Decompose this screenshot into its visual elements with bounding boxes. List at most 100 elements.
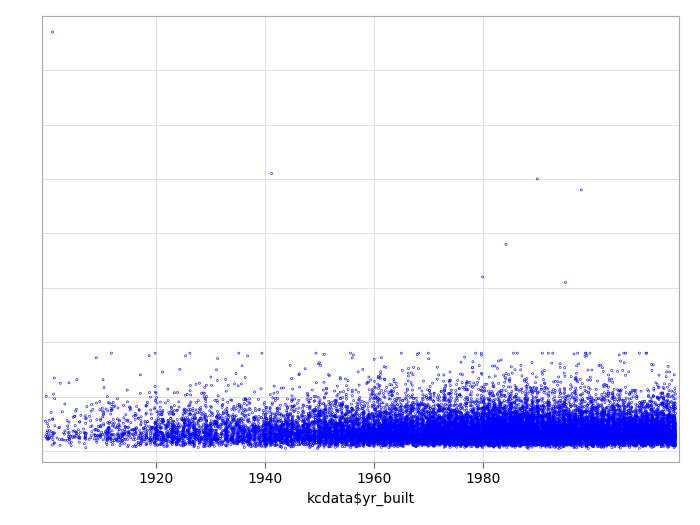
Point [588, 415, 599, 423]
Point [487, 423, 498, 431]
Point [433, 427, 444, 436]
Point [277, 427, 288, 435]
Point [668, 437, 679, 445]
Point [670, 434, 681, 443]
Point [528, 410, 540, 418]
Point [531, 429, 542, 437]
Point [629, 434, 641, 443]
Point [510, 416, 521, 424]
Point [150, 434, 162, 443]
Point [300, 433, 311, 442]
Point [488, 427, 499, 436]
Point [645, 436, 656, 445]
Point [425, 412, 436, 421]
Point [650, 420, 661, 428]
Point [489, 414, 500, 422]
Point [559, 388, 570, 397]
Point [526, 430, 537, 439]
Point [385, 439, 396, 448]
Point [393, 432, 405, 440]
Point [601, 442, 612, 450]
Point [648, 431, 659, 439]
Point [579, 421, 590, 429]
Point [416, 423, 427, 431]
Point [358, 407, 370, 416]
Point [611, 401, 622, 409]
Point [531, 373, 542, 381]
Point [604, 418, 615, 426]
Point [670, 437, 681, 445]
Point [433, 429, 444, 437]
Point [643, 421, 654, 429]
Point [570, 417, 581, 426]
Point [579, 383, 590, 391]
Point [288, 424, 300, 433]
Point [623, 400, 634, 408]
Point [499, 432, 510, 440]
Point [532, 429, 543, 438]
Point [468, 435, 480, 443]
Point [424, 426, 435, 434]
Point [608, 423, 620, 432]
Point [449, 435, 460, 444]
Point [560, 427, 571, 435]
Point [501, 412, 512, 420]
Point [590, 412, 601, 420]
Point [424, 419, 435, 428]
Point [391, 406, 402, 414]
Point [456, 421, 467, 429]
Point [523, 427, 534, 435]
Point [321, 423, 332, 431]
Point [522, 430, 533, 438]
Point [503, 423, 514, 432]
Point [574, 415, 585, 423]
Point [417, 399, 428, 407]
Point [381, 429, 392, 437]
Point [519, 441, 530, 449]
Point [532, 426, 543, 434]
Point [510, 417, 522, 425]
Point [314, 398, 326, 407]
Point [397, 439, 408, 448]
Point [664, 407, 676, 416]
Point [191, 425, 202, 433]
Point [287, 439, 298, 447]
Point [596, 438, 608, 446]
Point [669, 404, 680, 412]
Point [312, 419, 323, 427]
Point [400, 429, 412, 438]
Point [487, 437, 498, 445]
Point [508, 420, 519, 428]
Point [251, 440, 262, 448]
Point [549, 424, 560, 433]
Point [430, 410, 442, 418]
Point [626, 426, 638, 435]
Point [407, 426, 418, 435]
Point [538, 435, 549, 444]
Point [645, 426, 657, 434]
Point [432, 407, 443, 415]
Point [370, 416, 382, 424]
Point [494, 429, 505, 438]
Point [544, 440, 555, 449]
Point [495, 408, 506, 417]
Point [621, 428, 632, 436]
Point [488, 429, 499, 438]
Point [260, 416, 272, 425]
Point [603, 413, 615, 421]
Point [274, 422, 286, 430]
Point [271, 440, 282, 449]
Point [414, 437, 426, 445]
Point [500, 417, 512, 426]
Point [577, 421, 588, 429]
Point [641, 427, 652, 435]
Point [615, 438, 626, 446]
Point [258, 433, 269, 441]
Point [597, 435, 608, 443]
Point [503, 421, 514, 429]
Point [527, 420, 538, 428]
Point [655, 429, 666, 438]
Point [543, 427, 554, 436]
Point [662, 436, 673, 445]
Point [582, 436, 593, 445]
